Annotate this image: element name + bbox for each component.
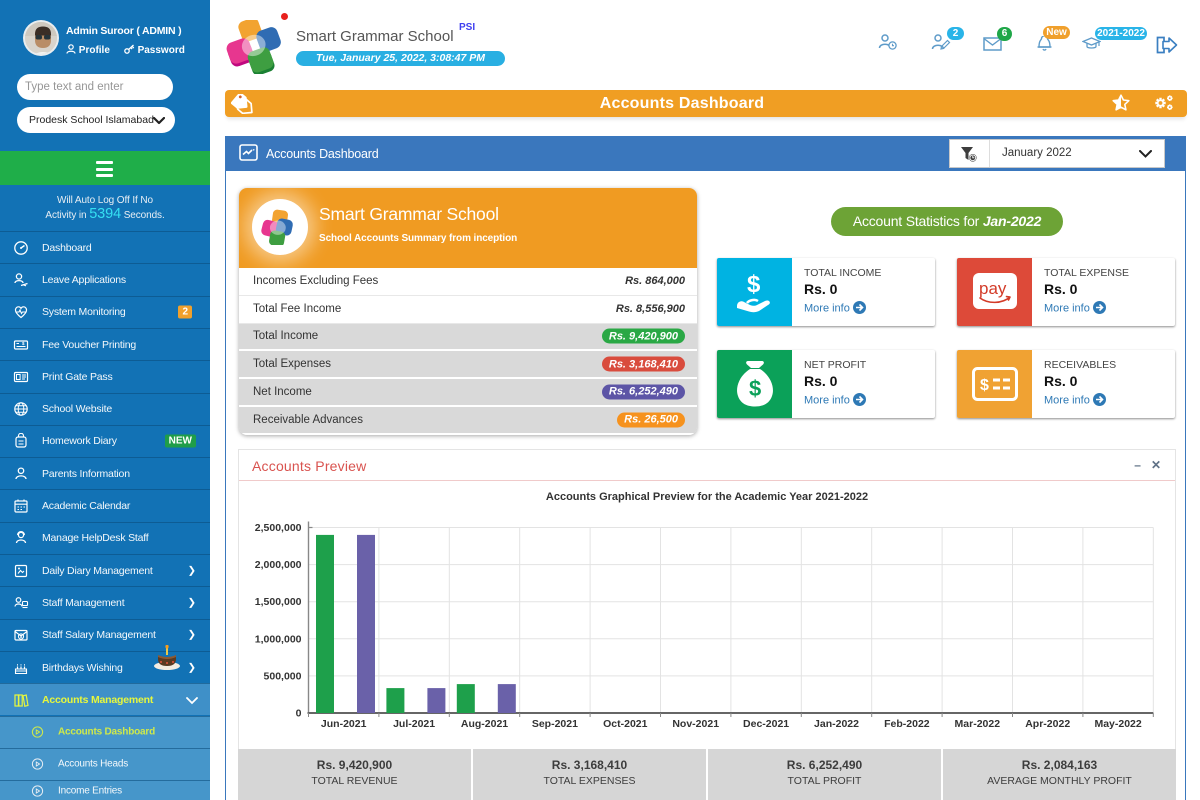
svg-text:2,500,000: 2,500,000: [255, 522, 302, 534]
svg-text:Aug-2021: Aug-2021: [461, 718, 508, 730]
svg-text:500,000: 500,000: [264, 670, 302, 682]
svg-text:1,500,000: 1,500,000: [255, 596, 302, 608]
svg-text:pay: pay: [979, 279, 1007, 298]
svg-text:Sep-2021: Sep-2021: [532, 718, 578, 730]
svg-text:$: $: [20, 634, 23, 639]
svg-text:Jun-2021: Jun-2021: [321, 718, 367, 730]
svg-text:$: $: [747, 271, 761, 298]
svg-text:2,000,000: 2,000,000: [255, 559, 302, 571]
svg-text:$: $: [22, 341, 25, 346]
svg-text:May-2022: May-2022: [1094, 718, 1141, 730]
svg-text:Jul-2021: Jul-2021: [393, 718, 435, 730]
svg-text:Mar-2022: Mar-2022: [955, 718, 1001, 730]
svg-text:Jan-2022: Jan-2022: [814, 718, 859, 730]
svg-text:$: $: [749, 376, 761, 401]
svg-text:1,000,000: 1,000,000: [255, 633, 302, 645]
svg-text:Oct-2021: Oct-2021: [603, 718, 648, 730]
svg-text:0: 0: [296, 708, 302, 720]
svg-text:Feb-2022: Feb-2022: [884, 718, 930, 730]
svg-text:$: $: [980, 377, 989, 394]
svg-text:Dec-2021: Dec-2021: [743, 718, 789, 730]
svg-text:Apr-2022: Apr-2022: [1025, 718, 1070, 730]
svg-text:Nov-2021: Nov-2021: [672, 718, 719, 730]
